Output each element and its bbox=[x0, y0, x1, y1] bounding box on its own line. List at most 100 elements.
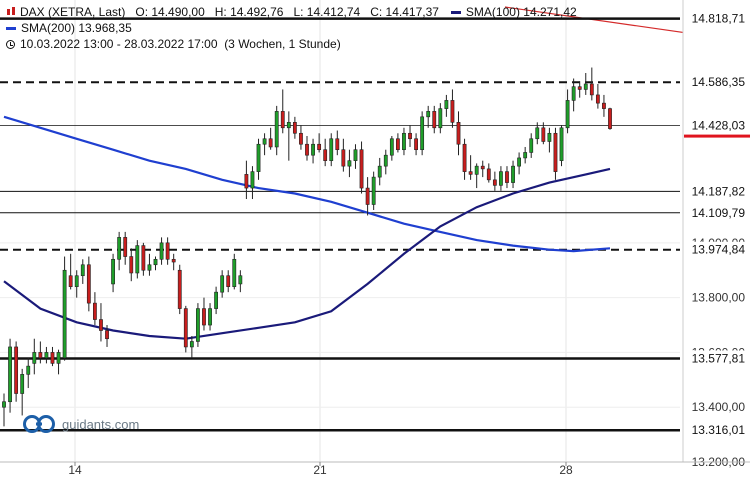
candle-body-7[interactable] bbox=[44, 352, 49, 359]
candle-body-13[interactable] bbox=[80, 264, 85, 277]
candle-body-92[interactable] bbox=[559, 127, 564, 161]
candle-body-56[interactable] bbox=[341, 149, 346, 167]
candle-body-89[interactable] bbox=[541, 127, 546, 142]
candle-body-25[interactable] bbox=[153, 258, 158, 266]
candle-body-75[interactable] bbox=[456, 122, 461, 145]
candle-body-85[interactable] bbox=[517, 157, 522, 167]
candle-body-88[interactable] bbox=[535, 127, 540, 140]
candle-body-80[interactable] bbox=[486, 168, 491, 181]
candle-body-59[interactable] bbox=[359, 149, 364, 189]
candle-body-40[interactable] bbox=[244, 174, 249, 189]
candle-body-97[interactable] bbox=[589, 83, 594, 96]
candle-body-63[interactable] bbox=[383, 154, 388, 167]
candle-body-46[interactable] bbox=[280, 111, 285, 129]
candle-body-1[interactable] bbox=[8, 346, 12, 403]
candle-body-58[interactable] bbox=[353, 149, 358, 161]
candle-body-70[interactable] bbox=[426, 111, 431, 118]
candle-body-47[interactable] bbox=[286, 122, 291, 129]
candle-body-2[interactable] bbox=[14, 346, 19, 394]
candle-body-48[interactable] bbox=[292, 122, 297, 134]
candle-body-16[interactable] bbox=[99, 319, 103, 331]
candle-body-73[interactable] bbox=[444, 100, 449, 109]
candle-body-38[interactable] bbox=[232, 258, 237, 287]
candle-body-93[interactable] bbox=[565, 100, 570, 129]
candle-body-37[interactable] bbox=[226, 275, 231, 287]
candle-body-24[interactable] bbox=[147, 264, 152, 271]
candle-body-66[interactable] bbox=[402, 132, 406, 151]
candle-body-43[interactable] bbox=[262, 138, 267, 145]
candle-body-33[interactable] bbox=[202, 308, 206, 326]
candle-body-29[interactable] bbox=[177, 269, 182, 309]
candle-body-100[interactable] bbox=[608, 108, 612, 129]
candle-body-20[interactable] bbox=[123, 237, 128, 257]
candle-body-11[interactable] bbox=[68, 275, 73, 287]
candle-body-77[interactable] bbox=[468, 171, 473, 175]
candle-body-65[interactable] bbox=[395, 138, 400, 151]
candle-body-52[interactable] bbox=[317, 143, 322, 151]
candle-body-15[interactable] bbox=[93, 302, 97, 320]
candle-body-62[interactable] bbox=[377, 165, 382, 178]
candle-body-95[interactable] bbox=[577, 86, 582, 90]
candle-body-69[interactable] bbox=[420, 116, 425, 151]
candle-body-28[interactable] bbox=[171, 258, 176, 263]
candle-body-31[interactable] bbox=[189, 341, 194, 348]
candle-body-17[interactable] bbox=[105, 330, 109, 340]
candle-body-87[interactable] bbox=[529, 138, 534, 153]
candle-body-55[interactable] bbox=[335, 138, 340, 151]
candle-body-22[interactable] bbox=[135, 245, 140, 274]
candle-body-81[interactable] bbox=[492, 179, 497, 186]
candle-body-64[interactable] bbox=[389, 138, 394, 156]
candle-body-9[interactable] bbox=[56, 352, 61, 364]
candle-body-67[interactable] bbox=[408, 132, 412, 140]
candle-body-71[interactable] bbox=[432, 111, 437, 129]
candle-body-54[interactable] bbox=[329, 138, 334, 161]
candle-body-35[interactable] bbox=[214, 291, 219, 309]
candle-body-60[interactable] bbox=[365, 187, 370, 205]
candle-body-0[interactable] bbox=[2, 401, 6, 408]
candle-body-8[interactable] bbox=[50, 352, 55, 364]
candle-body-42[interactable] bbox=[256, 143, 261, 172]
candle-body-32[interactable] bbox=[196, 308, 200, 342]
candle-body-53[interactable] bbox=[323, 149, 328, 161]
candle-body-98[interactable] bbox=[595, 94, 600, 104]
candle-body-30[interactable] bbox=[183, 308, 188, 348]
candle-body-90[interactable] bbox=[547, 132, 552, 142]
candle-body-76[interactable] bbox=[462, 143, 467, 172]
candle-body-39[interactable] bbox=[238, 275, 243, 285]
candle-body-26[interactable] bbox=[159, 242, 164, 260]
candle-body-41[interactable] bbox=[250, 171, 255, 189]
candle-body-14[interactable] bbox=[86, 264, 91, 304]
candle-body-3[interactable] bbox=[20, 374, 25, 394]
candle-body-78[interactable] bbox=[474, 165, 479, 175]
candle-body-23[interactable] bbox=[141, 245, 146, 271]
candle-body-61[interactable] bbox=[371, 176, 376, 205]
candle-body-5[interactable] bbox=[32, 352, 37, 364]
candle-body-74[interactable] bbox=[450, 100, 455, 123]
candle-body-84[interactable] bbox=[511, 165, 515, 183]
candle-body-45[interactable] bbox=[274, 111, 279, 148]
candle-body-10[interactable] bbox=[62, 269, 67, 359]
candle-body-79[interactable] bbox=[480, 165, 485, 170]
candle-body-99[interactable] bbox=[602, 102, 606, 109]
candle-body-94[interactable] bbox=[571, 86, 576, 101]
candle-body-91[interactable] bbox=[553, 132, 558, 172]
candle-body-49[interactable] bbox=[299, 132, 303, 145]
candle-body-12[interactable] bbox=[74, 275, 79, 287]
candle-body-44[interactable] bbox=[268, 138, 273, 148]
candle-body-72[interactable] bbox=[438, 108, 443, 129]
candle-body-51[interactable] bbox=[311, 143, 315, 156]
candle-body-6[interactable] bbox=[38, 352, 43, 359]
candle-body-86[interactable] bbox=[523, 152, 528, 159]
candle-body-96[interactable] bbox=[583, 83, 588, 90]
candle-body-82[interactable] bbox=[499, 171, 503, 186]
candle-body-50[interactable] bbox=[305, 143, 309, 156]
candle-body-83[interactable] bbox=[505, 171, 509, 183]
candle-body-27[interactable] bbox=[165, 242, 170, 260]
candle-body-21[interactable] bbox=[129, 256, 134, 274]
candle-body-68[interactable] bbox=[414, 138, 418, 151]
candle-body-4[interactable] bbox=[26, 365, 31, 375]
candle-body-18[interactable] bbox=[111, 258, 115, 285]
candle-body-19[interactable] bbox=[117, 237, 122, 260]
